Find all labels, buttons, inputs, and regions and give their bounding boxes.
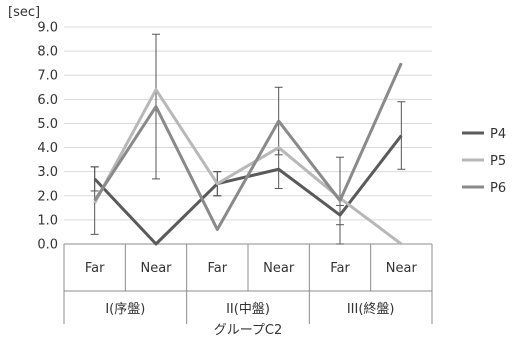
x-axis: Far Near Far Near Far Near I(序盤) II(中盤) III(終盤) <box>63 244 433 324</box>
y-tick-label: 0.0 <box>37 238 58 253</box>
y-tick-label: 6.0 <box>37 93 58 108</box>
y-tick-label: 9.0 <box>37 21 58 36</box>
x-group-label: III(終盤) <box>347 301 395 317</box>
y-tick-label: 7.0 <box>37 69 58 84</box>
y-tick-label: 2.0 <box>37 189 58 204</box>
y-tick-label: 3.0 <box>37 165 58 180</box>
x-tick-label: Far <box>85 261 105 276</box>
legend-label: P5 <box>490 154 506 169</box>
series-p6-line <box>93 62 403 232</box>
legend-label: P6 <box>490 181 506 196</box>
x-group-label: I(序盤) <box>105 302 145 317</box>
x-tick-label: Far <box>330 261 350 276</box>
x-tick-label: Near <box>140 261 172 276</box>
legend-label: P4 <box>490 127 506 142</box>
x-axis-title: グループC2 <box>214 323 283 338</box>
y-tick-label: 4.0 <box>37 141 58 156</box>
y-axis-ticks: 0.0 1.0 2.0 3.0 4.0 5.0 6.0 7.0 8.0 9.0 <box>37 21 58 253</box>
y-tick-label: 8.0 <box>37 45 58 60</box>
gridlines <box>64 26 432 245</box>
y-tick-label: 5.0 <box>37 117 58 132</box>
y-unit-label: [sec] <box>8 5 40 20</box>
x-tick-label: Near <box>263 261 295 276</box>
legend: P4 P5 P6 <box>462 127 506 196</box>
x-tick-label: Near <box>386 261 418 276</box>
x-tick-label: Far <box>208 261 228 276</box>
y-tick-label: 1.0 <box>37 213 58 228</box>
x-group-label: II(中盤) <box>226 302 270 317</box>
series-lines <box>93 62 403 246</box>
series-p5-line <box>93 88 403 246</box>
series-p4-line <box>93 134 403 246</box>
